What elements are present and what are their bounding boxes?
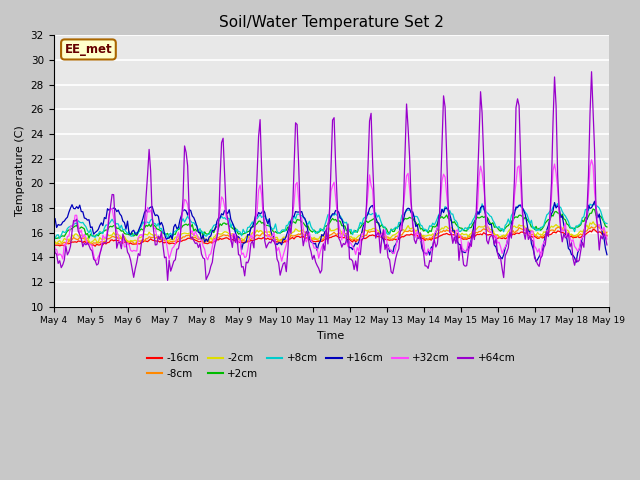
+64cm	[603, 242, 611, 248]
+16cm	[574, 250, 582, 256]
-2cm	[244, 233, 252, 239]
X-axis label: Time: Time	[317, 331, 344, 341]
+64cm	[164, 277, 172, 283]
+2cm	[589, 206, 597, 212]
-16cm	[574, 233, 582, 239]
-16cm	[293, 233, 301, 239]
+2cm	[293, 216, 301, 222]
+32cm	[588, 157, 595, 163]
+2cm	[119, 228, 127, 234]
Line: -16cm: -16cm	[54, 229, 607, 246]
+32cm	[233, 241, 241, 247]
+2cm	[50, 234, 58, 240]
Y-axis label: Temperature (C): Temperature (C)	[15, 126, 25, 216]
-16cm	[589, 227, 597, 232]
+2cm	[235, 231, 243, 237]
-8cm	[244, 238, 252, 244]
+64cm	[244, 260, 252, 266]
+8cm	[243, 229, 250, 235]
+2cm	[574, 224, 582, 230]
+8cm	[118, 222, 125, 228]
Line: +2cm: +2cm	[54, 209, 607, 239]
-8cm	[603, 229, 611, 235]
-16cm	[119, 240, 127, 246]
-2cm	[293, 227, 301, 233]
+2cm	[244, 229, 252, 235]
-2cm	[119, 234, 127, 240]
Line: -8cm: -8cm	[54, 226, 607, 244]
+16cm	[243, 239, 250, 244]
Line: +16cm: +16cm	[54, 201, 607, 262]
+2cm	[216, 221, 224, 227]
-8cm	[119, 238, 127, 244]
+8cm	[574, 223, 582, 229]
+16cm	[118, 213, 125, 219]
Line: +32cm: +32cm	[54, 160, 607, 261]
+2cm	[51, 236, 59, 241]
-2cm	[50, 240, 58, 246]
-2cm	[603, 231, 611, 237]
-2cm	[52, 241, 60, 247]
+16cm	[50, 216, 58, 222]
Title: Soil/Water Temperature Set 2: Soil/Water Temperature Set 2	[219, 15, 444, 30]
-8cm	[50, 239, 58, 245]
+32cm	[603, 236, 611, 242]
+16cm	[572, 259, 580, 265]
+32cm	[50, 237, 58, 242]
Line: +8cm: +8cm	[54, 204, 607, 240]
Line: -2cm: -2cm	[54, 222, 607, 244]
+32cm	[278, 258, 285, 264]
-8cm	[574, 233, 582, 239]
+8cm	[554, 201, 561, 206]
+64cm	[293, 121, 301, 127]
+64cm	[50, 240, 58, 246]
+32cm	[214, 216, 222, 221]
+64cm	[574, 259, 582, 264]
+64cm	[235, 252, 243, 258]
-2cm	[574, 231, 582, 237]
+32cm	[243, 254, 250, 260]
-2cm	[216, 231, 224, 237]
-16cm	[92, 243, 99, 249]
-8cm	[594, 223, 602, 229]
Legend: -16cm, -8cm, -2cm, +2cm, +8cm, +16cm, +32cm, +64cm: -16cm, -8cm, -2cm, +2cm, +8cm, +16cm, +3…	[143, 349, 520, 383]
+32cm	[293, 180, 301, 185]
-2cm	[235, 235, 243, 240]
-16cm	[216, 236, 224, 241]
+64cm	[588, 69, 595, 74]
+8cm	[50, 237, 58, 242]
+16cm	[292, 209, 300, 215]
+8cm	[603, 221, 611, 227]
-16cm	[244, 239, 252, 245]
-16cm	[235, 239, 243, 245]
+8cm	[214, 219, 222, 225]
+8cm	[233, 227, 241, 232]
-2cm	[589, 219, 597, 225]
+16cm	[591, 198, 598, 204]
+64cm	[118, 246, 125, 252]
+16cm	[603, 252, 611, 258]
-8cm	[293, 232, 301, 238]
+32cm	[574, 248, 582, 254]
+32cm	[118, 240, 125, 246]
+2cm	[603, 224, 611, 230]
+16cm	[233, 234, 241, 240]
+8cm	[292, 216, 300, 222]
-16cm	[50, 240, 58, 246]
+16cm	[214, 215, 222, 221]
Text: EE_met: EE_met	[65, 43, 112, 56]
-16cm	[603, 233, 611, 239]
+64cm	[216, 177, 224, 183]
Line: +64cm: +64cm	[54, 72, 607, 280]
-8cm	[86, 241, 94, 247]
-8cm	[235, 236, 243, 241]
-8cm	[216, 234, 224, 240]
